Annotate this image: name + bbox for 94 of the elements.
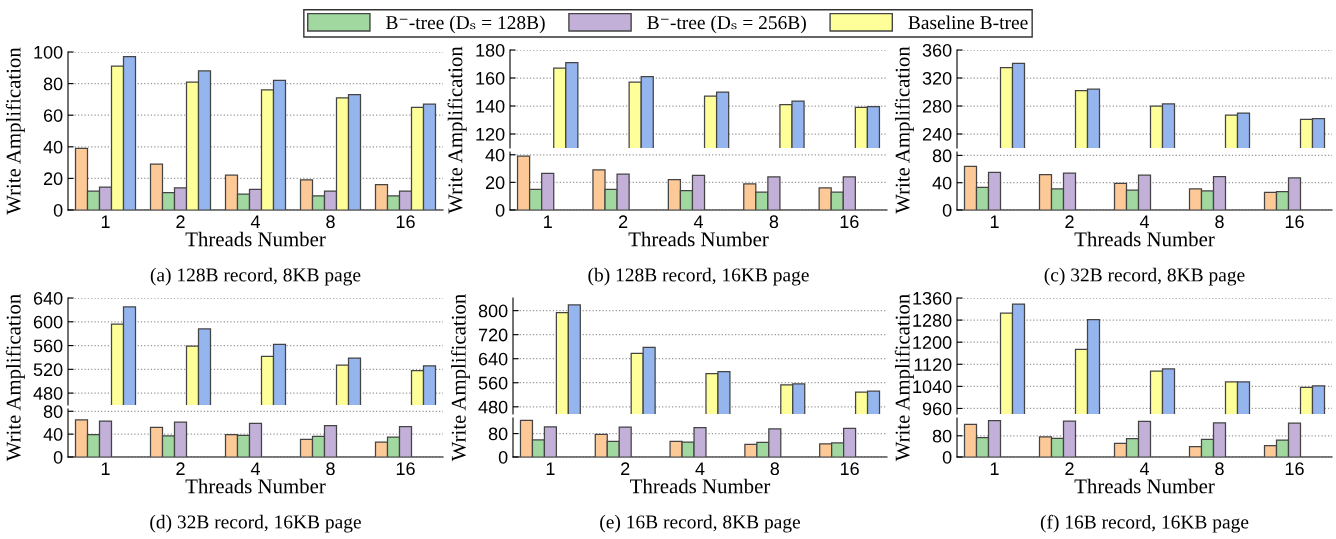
y-tick-label: 280: [922, 99, 952, 113]
y-tick-label: 80: [932, 149, 952, 163]
y-tick-label: 1280: [913, 314, 952, 327]
x-tick-label: 2: [176, 462, 185, 475]
x-axis-title: Threads Number: [185, 478, 326, 494]
text: (c) 32B record, 8KB page: [1044, 267, 1245, 286]
y-tick-label: 60: [43, 109, 63, 122]
x-axis-title: Threads Number: [1074, 478, 1215, 494]
y-tick-label: 1120: [914, 358, 952, 372]
x-tick-label: 8: [326, 215, 335, 229]
y-tick-label: 80: [43, 77, 63, 91]
x-tick-label: 16: [396, 215, 415, 229]
x-tick-label: 2: [1065, 215, 1074, 228]
x-tick-label: 8: [769, 215, 779, 229]
y-axis-title: Write Amplification: [447, 46, 467, 214]
y-tick-label: 480: [478, 400, 508, 414]
text: (d) 32B record, 16KB page: [150, 514, 361, 533]
x-tick-label: 4: [250, 462, 260, 475]
x-tick-label: 1: [544, 215, 552, 228]
y-tick-label: 100: [34, 45, 63, 59]
x-tick-label: 8: [1215, 215, 1224, 229]
x-tick-label: 1: [990, 462, 999, 475]
x-tick-label: 4: [695, 462, 705, 475]
y-axis-title: Write Amplification: [894, 294, 914, 462]
x-tick-label: 4: [1139, 462, 1149, 475]
x-tick-label: 2: [1065, 462, 1074, 475]
legend-label: B⁻-tree (Dₛ = 256B): [647, 15, 806, 34]
y-tick-label: 140: [476, 99, 505, 113]
text: (e) 16B record, 8KB page: [600, 514, 801, 533]
y-axis-title: Write Amplification: [894, 46, 914, 214]
x-tick-label: 2: [618, 215, 628, 228]
x-axis-title: Threads Number: [1074, 231, 1215, 247]
y-tick-label: 720: [478, 328, 508, 342]
text: (a) 128B record, 8KB page: [150, 267, 361, 286]
x-tick-label: 4: [250, 215, 260, 228]
y-tick-label: 320: [922, 71, 952, 85]
y-tick-label: 20: [43, 172, 63, 186]
y-tick-label: 0: [942, 203, 952, 217]
x-axis-title: Threads Number: [185, 231, 326, 247]
y-tick-label: 0: [942, 450, 952, 464]
y-tick-label: 520: [33, 363, 63, 377]
y-tick-label: 640: [478, 352, 508, 366]
y-tick-label: 0: [498, 450, 508, 464]
legend-label: Baseline B-tree: [908, 15, 1028, 30]
x-tick-label: 8: [1215, 462, 1224, 476]
y-tick-label: 360: [922, 43, 952, 57]
y-tick-label: 120: [476, 127, 505, 141]
y-tick-label: 960: [922, 402, 952, 416]
y-tick-label: 40: [43, 428, 63, 441]
x-axis-title: Threads Number: [628, 231, 769, 247]
x-tick-label: 16: [840, 462, 859, 476]
y-tick-label: 160: [476, 71, 505, 85]
x-tick-label: 4: [1139, 215, 1149, 228]
y-tick-label: 40: [485, 148, 505, 162]
legend-label: B⁻-tree (Dₛ = 128B): [386, 15, 545, 34]
x-tick-label: 8: [326, 462, 335, 476]
x-tick-label: 16: [1285, 215, 1304, 229]
x-tick-label: 8: [770, 462, 780, 476]
y-tick-label: 20: [485, 176, 505, 190]
x-tick-label: 2: [176, 215, 185, 228]
y-tick-label: 0: [53, 450, 63, 464]
x-tick-label: 16: [1285, 462, 1304, 476]
y-tick-label: 0: [495, 203, 505, 217]
y-tick-label: 640: [33, 291, 63, 305]
x-tick-label: 1: [101, 462, 110, 475]
x-tick-label: 1: [101, 215, 110, 228]
y-tick-label: 1040: [913, 380, 952, 394]
x-axis-title: Threads Number: [630, 478, 771, 494]
y-tick-label: 1360: [913, 291, 952, 305]
x-tick-label: 16: [396, 462, 415, 476]
y-tick-label: 40: [932, 176, 952, 190]
y-tick-label: 1200: [913, 336, 952, 349]
y-tick-label: 600: [33, 315, 63, 329]
x-tick-label: 4: [693, 215, 703, 228]
y-tick-label: 480: [33, 387, 63, 400]
text: (f) 16B record, 16KB page: [1040, 514, 1249, 533]
text: (b) 128B record, 16KB page: [588, 267, 809, 286]
x-tick-label: 16: [840, 215, 859, 229]
x-tick-label: 2: [621, 462, 630, 475]
y-tick-label: 80: [43, 405, 63, 419]
x-tick-label: 1: [990, 215, 999, 228]
x-tick-label: 1: [546, 462, 555, 475]
y-tick-label: 80: [932, 429, 952, 443]
y-axis-title: Write Amplification: [450, 294, 470, 462]
y-tick-label: 560: [33, 339, 63, 353]
y-tick-label: 560: [478, 376, 508, 390]
y-tick-label: 80: [488, 427, 508, 441]
y-tick-label: 240: [922, 127, 952, 141]
y-tick-label: 0: [53, 203, 63, 217]
y-axis-title: Write Amplification: [5, 47, 25, 215]
y-tick-label: 180: [476, 43, 505, 57]
y-axis-title: Write Amplification: [5, 294, 25, 462]
y-tick-label: 800: [478, 304, 508, 318]
y-tick-label: 40: [43, 140, 63, 154]
